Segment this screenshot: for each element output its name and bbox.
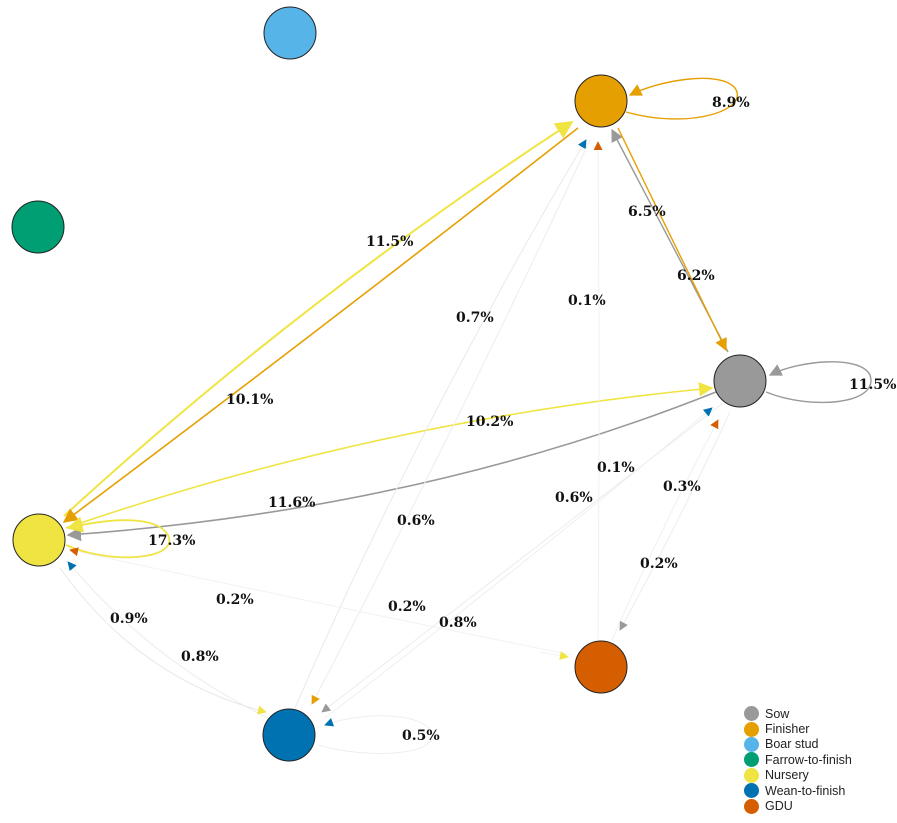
edge-label: 10.2%: [466, 414, 513, 430]
edge-wean-to-finisher: [294, 139, 587, 709]
edge-label: 0.6%: [397, 513, 435, 529]
edge-nursery-self-loop: [65, 516, 171, 559]
edge-gdu-to-nursery: [69, 547, 573, 656]
node-boar-stud: [263, 6, 317, 60]
legend-swatch: [744, 706, 759, 722]
legend-item-boar-stud: Boar stud: [744, 736, 852, 752]
node-nursery: [12, 513, 66, 567]
edge-label: 6.5%: [628, 204, 666, 220]
legend: Sow Finisher Boar stud Farrow-to-finish …: [744, 706, 852, 814]
edge-wean-self-loop: [317, 715, 433, 754]
edge-sow-self-loop: [765, 361, 872, 404]
node-wean-to-finish: [262, 708, 316, 762]
legend-swatch: [744, 783, 759, 799]
node-sow: [713, 354, 767, 408]
legend-label: Finisher: [765, 722, 810, 737]
legend-item-gdu: GDU: [744, 798, 852, 814]
edge-finisher-to-sow: [617, 127, 727, 352]
legend-item-sow: Sow: [744, 706, 852, 722]
edge-label: 0.1%: [568, 293, 606, 309]
node-finisher: [574, 74, 628, 128]
edge-sow-to-wean: [321, 403, 723, 713]
edge-nursery-to-sow: [65, 382, 714, 529]
legend-item-nursery: Nursery: [744, 767, 852, 783]
edge-finisher-to-nursery: [62, 127, 579, 523]
edge-finisher-self-loop: [625, 77, 738, 120]
edge-label: 0.5%: [402, 728, 440, 744]
edge-label: 6.2%: [677, 268, 715, 284]
legend-swatch: [744, 736, 759, 752]
edge-label: 11.5%: [849, 377, 896, 393]
edge-label: 0.2%: [640, 556, 678, 572]
legend-item-wean-to-finish: Wean-to-finish: [744, 783, 852, 799]
edge-labels: 11.5% 10.1% 8.9% 6.5% 6.2% 11.5% 10.2% 1…: [110, 95, 896, 744]
edge-gdu-to-finisher: [593, 141, 603, 641]
edge-label: 0.8%: [181, 649, 219, 665]
legend-swatch: [744, 752, 759, 768]
edge-finisher-to-wean: [311, 139, 591, 705]
edge-label: 0.2%: [388, 599, 426, 615]
edge-label: 0.8%: [439, 615, 477, 631]
legend-item-farrow-to-finish: Farrow-to-finish: [744, 752, 852, 768]
edge-wean-to-nursery: [67, 561, 269, 719]
edge-label: 0.9%: [110, 611, 148, 627]
legend-label: Nursery: [765, 768, 809, 783]
edge-label: 11.5%: [366, 234, 413, 250]
legend-label: Sow: [765, 706, 790, 721]
edge-gdu-to-sow: [611, 419, 719, 641]
edge-nursery-to-wean: [59, 567, 267, 715]
node-farrow-to-finish: [11, 200, 65, 254]
legend-item-finisher: Finisher: [744, 721, 852, 737]
edge-sow-to-gdu: [619, 411, 731, 631]
nodes: [11, 6, 767, 762]
legend-label: Farrow-to-finish: [765, 752, 852, 767]
legend-swatch: [744, 721, 759, 737]
legend-swatch: [744, 767, 759, 783]
edge-nursery-to-finisher: [63, 121, 574, 517]
edge-label: 17.3%: [148, 533, 195, 549]
edge-label: 0.3%: [663, 479, 701, 495]
edge-label: 11.6%: [268, 495, 315, 511]
legend-label: Boar stud: [765, 737, 819, 752]
legend-label: Wean-to-finish: [765, 783, 846, 798]
edge-label: 8.9%: [712, 95, 750, 111]
edge-into-gdu: [539, 651, 569, 661]
edges: [59, 77, 872, 754]
edge-sow-to-nursery: [66, 391, 717, 542]
node-gdu: [574, 640, 628, 694]
edge-label: 10.1%: [226, 392, 273, 408]
legend-swatch: [744, 798, 759, 814]
edge-label: 0.1%: [597, 460, 635, 476]
legend-label: GDU: [765, 799, 793, 814]
edge-label: 0.2%: [216, 592, 254, 608]
edge-label: 0.6%: [555, 490, 593, 506]
edge-label: 0.7%: [456, 310, 494, 326]
edge-wean-to-sow: [324, 407, 713, 719]
